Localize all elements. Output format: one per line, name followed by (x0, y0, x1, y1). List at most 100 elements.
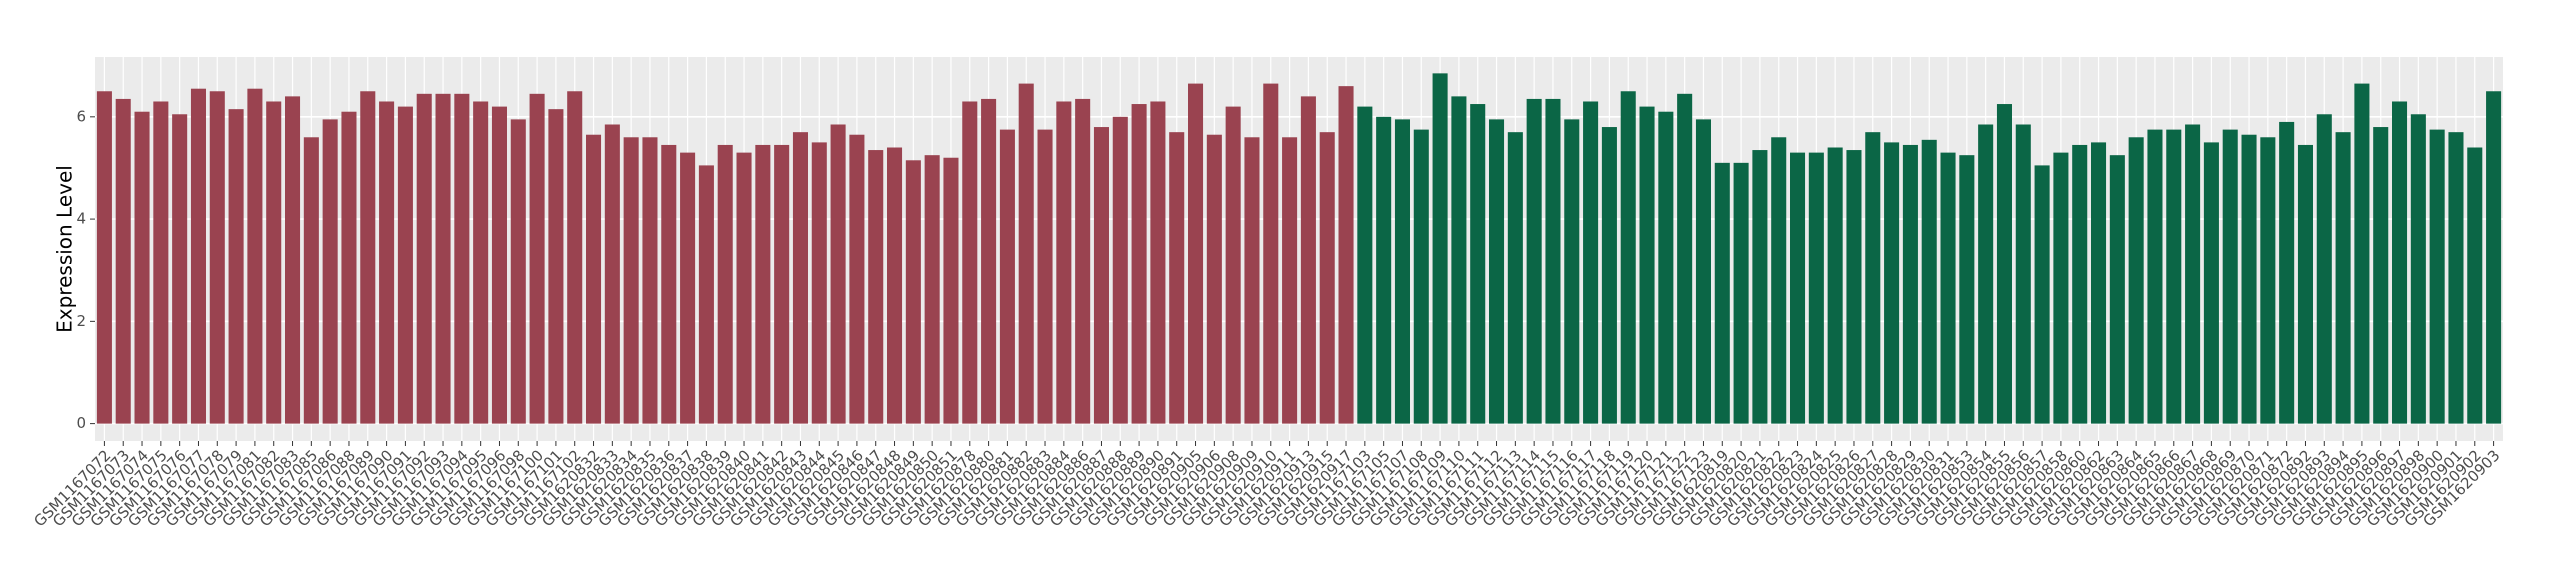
bar (1978, 124, 1994, 424)
bar (1376, 116, 1392, 424)
bar (905, 160, 921, 424)
bar (2297, 144, 2313, 424)
bar (2053, 152, 2069, 424)
bar (1714, 162, 1730, 424)
bar (1432, 73, 1448, 424)
bar (2241, 134, 2257, 424)
bar (1169, 132, 1185, 424)
bar (849, 134, 865, 424)
bar (190, 88, 206, 424)
bar (397, 106, 413, 424)
bar (1413, 129, 1429, 424)
bar (2185, 124, 2201, 424)
bar (266, 101, 282, 424)
bar (1489, 119, 1505, 424)
bar (1075, 98, 1091, 424)
bar (1037, 129, 1053, 424)
bar (1545, 98, 1561, 424)
bar (586, 134, 602, 424)
bar (172, 114, 188, 424)
bar (2109, 155, 2125, 424)
bar (1507, 132, 1523, 424)
bar (153, 101, 169, 424)
bar (416, 93, 432, 424)
bar (2034, 165, 2050, 424)
bar (209, 91, 225, 424)
bar (2091, 142, 2107, 424)
bar (2410, 114, 2426, 424)
bar (529, 93, 545, 424)
bar (285, 96, 301, 424)
bar (1658, 111, 1674, 424)
bar (2222, 129, 2238, 424)
bar (2392, 101, 2408, 424)
bar (2486, 91, 2502, 424)
bar (360, 91, 376, 424)
bar (454, 93, 470, 424)
y-tick-label: 6 (76, 107, 86, 125)
bar (115, 98, 131, 424)
y-tick-label: 0 (76, 414, 86, 432)
bar (1752, 150, 1768, 424)
bar (1056, 101, 1072, 424)
y-tick-label: 4 (76, 210, 86, 228)
bar (2128, 137, 2144, 424)
bar (228, 109, 244, 424)
bar (1921, 139, 1937, 424)
bar (1902, 144, 1918, 424)
bar (943, 157, 959, 424)
bar (2448, 132, 2464, 424)
bar (1583, 101, 1599, 424)
bar (924, 155, 940, 424)
bar (134, 111, 150, 424)
bar (736, 152, 752, 424)
bar (2072, 144, 2088, 424)
bar (604, 124, 620, 424)
bar (1338, 86, 1354, 424)
bar (2316, 114, 2332, 424)
bar (473, 101, 489, 424)
bar (247, 88, 263, 424)
bar (1300, 96, 1316, 424)
bar (1282, 137, 1298, 424)
bar (491, 106, 507, 424)
bar (1394, 119, 1410, 424)
bar (1808, 152, 1824, 424)
bar (1018, 83, 1034, 424)
bar (2015, 124, 2031, 424)
bar (1470, 104, 1486, 424)
bar (661, 144, 677, 424)
bar (962, 101, 978, 424)
bar (341, 111, 357, 424)
bar (792, 132, 808, 424)
bar (548, 109, 564, 424)
bar (1263, 83, 1279, 424)
bar (1357, 106, 1373, 424)
bar (1677, 93, 1693, 424)
bar (1131, 104, 1147, 424)
bar (999, 129, 1015, 424)
bar (1865, 132, 1881, 424)
bar (1940, 152, 1956, 424)
bar (510, 119, 526, 424)
bar (1959, 155, 1975, 424)
bar (1601, 127, 1617, 424)
bar (1884, 142, 1900, 424)
bar (887, 147, 903, 424)
bar (1244, 137, 1260, 424)
bar (1996, 104, 2012, 424)
bar (2429, 129, 2445, 424)
bar (1526, 98, 1542, 424)
bar (1319, 132, 1335, 424)
bar (2467, 147, 2483, 424)
bar (2373, 127, 2389, 424)
bar (2166, 129, 2182, 424)
bar (868, 150, 884, 424)
bar (811, 142, 827, 424)
bar (1639, 106, 1655, 424)
bar (2147, 129, 2163, 424)
bar (2279, 121, 2295, 424)
bar (1695, 119, 1711, 424)
bar (2335, 132, 2351, 424)
